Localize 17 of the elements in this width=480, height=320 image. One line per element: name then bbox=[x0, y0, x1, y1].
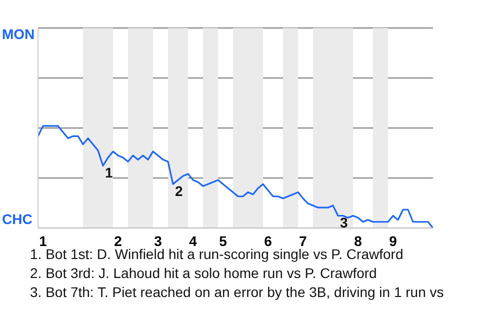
annotation: 1 bbox=[105, 164, 113, 180]
text: 1. Bot 1st: D. Winfield hit a run-scoring single vs P. Crawford bbox=[30, 246, 404, 264]
x-tick-label: 7 bbox=[299, 232, 308, 249]
x-tick-label: 1 bbox=[39, 232, 48, 249]
text: CHC bbox=[2, 211, 32, 227]
text: 3. Bot 7th: T. Piet reached on an error by the 3B, driving in 1 run vs bbox=[30, 283, 445, 302]
x-tick-label: 4 bbox=[189, 232, 198, 249]
x-tick-label: 3 bbox=[154, 232, 162, 249]
x-tick-label: 2 bbox=[114, 232, 122, 249]
x-tick-label: 9 bbox=[389, 232, 398, 249]
x-tick-label: 8 bbox=[354, 232, 362, 249]
annotation: 3 bbox=[340, 214, 348, 230]
text: MON bbox=[2, 26, 35, 42]
x-tick-label: 6 bbox=[264, 232, 272, 249]
x-tick-label: 5 bbox=[219, 232, 228, 249]
annotation: 2 bbox=[175, 182, 183, 199]
text: 2. Bot 3rd: J. Lahoud hit a solo home run vs P. Crawford bbox=[30, 264, 378, 283]
